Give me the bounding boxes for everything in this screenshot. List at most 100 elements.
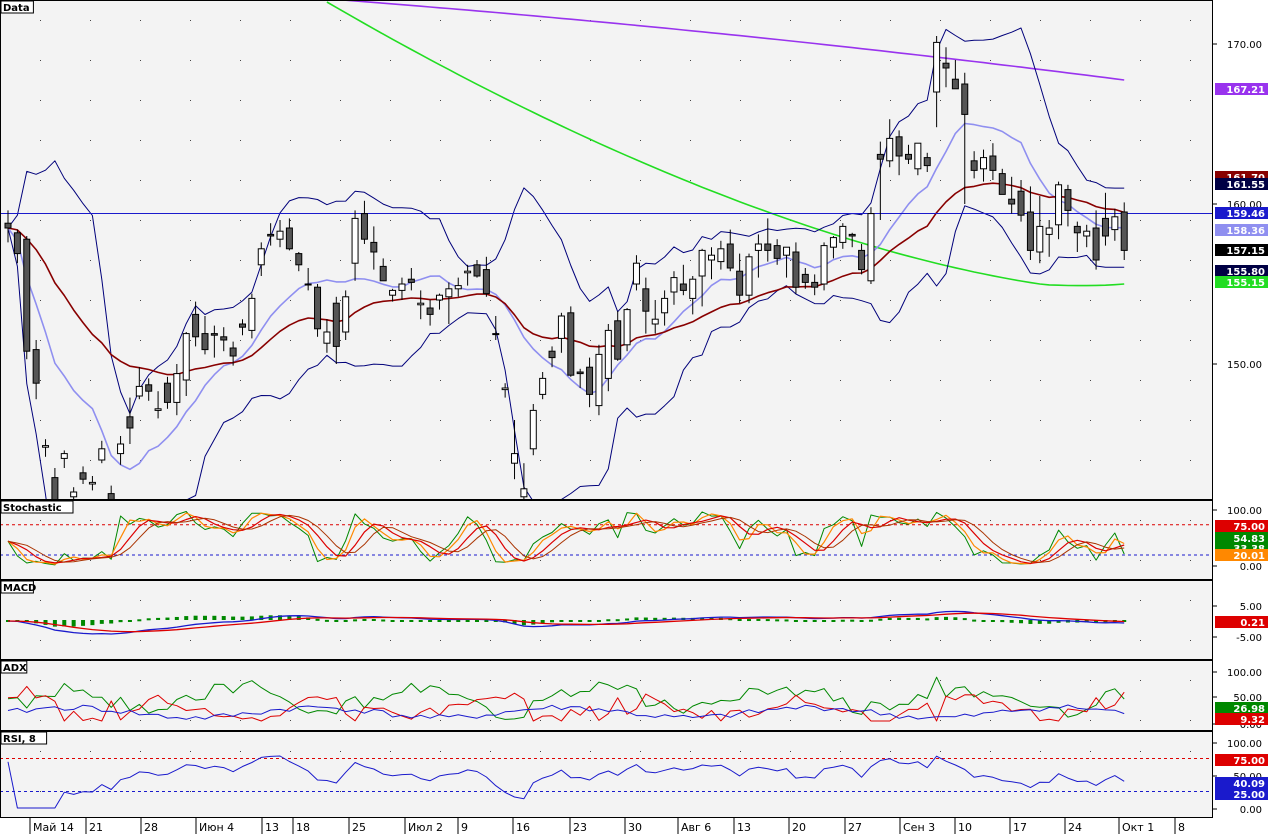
macd-histogram-bar: [418, 620, 423, 622]
price-tag-box: [1215, 178, 1268, 190]
macd-histogram-bar: [822, 620, 827, 622]
macd-histogram-bar: [324, 619, 329, 622]
price-tag: 158.36: [1226, 226, 1265, 237]
macd-histogram-bar: [784, 619, 789, 622]
adx-panel: [7, 676, 1125, 722]
candle: [126, 416, 134, 429]
candle: [173, 373, 181, 403]
candle: [980, 157, 988, 170]
rsi-tag-box: [1215, 788, 1268, 800]
macd-histogram-bar: [897, 617, 902, 620]
candle: [829, 237, 837, 248]
macd-histogram-bar: [868, 619, 873, 622]
candle: [370, 241, 378, 253]
candle: [379, 265, 387, 282]
macd-histogram-bar: [43, 620, 48, 625]
stoch-tag-box: [1215, 520, 1268, 532]
macd-histogram-bar: [184, 616, 189, 620]
candle: [426, 307, 434, 315]
x-tick-label: 8: [1178, 821, 1185, 834]
candle: [79, 472, 87, 480]
macd-histogram-bar: [775, 619, 780, 622]
panel-label-adx: ADX: [3, 663, 27, 674]
macd-histogram-bar: [587, 620, 592, 622]
candle: [154, 408, 162, 411]
candle: [632, 262, 640, 285]
macd-histogram-bar: [156, 617, 161, 620]
x-tick-label: Окт 1: [1122, 821, 1154, 834]
candle: [548, 350, 556, 359]
macd-histogram-bar: [615, 619, 620, 622]
macd-histogram-bar: [887, 617, 892, 620]
price-tag: 155.15: [1226, 278, 1265, 289]
candle: [1055, 184, 1063, 226]
candle: [4, 222, 12, 229]
macd-histogram-bar: [812, 620, 817, 622]
tick-label: 50.00: [1233, 693, 1262, 704]
candle: [886, 137, 894, 162]
price-tag: 159.46: [1226, 209, 1265, 220]
x-tick-label: Июн 4: [199, 821, 234, 834]
candle: [285, 227, 293, 250]
moving-average-short: [7, 182, 1125, 376]
x-tick-label: 10: [958, 821, 972, 834]
x-tick-label: 25: [352, 821, 366, 834]
stoch-tag: 75.00: [1233, 522, 1265, 533]
stoch-k-fast: [7, 511, 1125, 566]
macd-histogram-bar: [409, 620, 414, 622]
candle: [679, 283, 687, 291]
candle: [445, 288, 453, 298]
candle: [1017, 190, 1025, 216]
price-tag: 161.55: [1226, 180, 1265, 191]
macd-histogram-bar: [81, 620, 86, 626]
candle: [661, 297, 669, 314]
candle: [586, 366, 594, 395]
macd-histogram-bar: [906, 617, 911, 620]
macd-tag: 0.21: [1240, 618, 1265, 629]
x-tick-label: 21: [89, 821, 103, 834]
candle: [708, 254, 715, 261]
macd-histogram-bar: [953, 617, 958, 620]
candle: [858, 249, 866, 271]
rsi-tag-box: [1215, 754, 1268, 766]
candle: [820, 245, 828, 285]
candle: [1092, 227, 1100, 261]
candle: [454, 285, 462, 290]
candle: [295, 253, 303, 266]
candle: [745, 256, 753, 296]
macd-histogram-bar: [1028, 620, 1033, 624]
macd-histogram-bar: [259, 615, 264, 620]
candle: [257, 248, 265, 266]
macd-histogram-bar: [1000, 620, 1005, 623]
macd-histogram-bar: [840, 619, 845, 622]
candle: [60, 453, 68, 459]
candle: [276, 230, 284, 240]
tick-label: 100.00: [1227, 668, 1262, 679]
candle: [998, 173, 1006, 195]
tick-label: 0.00: [1240, 562, 1262, 573]
macd-histogram-bar: [1037, 620, 1042, 624]
macd-histogram-bar: [990, 620, 995, 622]
macd-histogram-bar: [653, 617, 658, 620]
bollinger-middle: [7, 122, 1125, 471]
candle: [1036, 225, 1044, 253]
macd-histogram-bar: [643, 617, 648, 620]
tick-label: 0.00: [1240, 805, 1262, 816]
candle: [867, 213, 875, 282]
price-tag-box: [1215, 276, 1268, 288]
macd-histogram-bar: [390, 620, 395, 622]
tick-label: 100.00: [1227, 739, 1262, 750]
macd-histogram-bar: [568, 620, 573, 622]
panel-label-price: Data: [3, 3, 30, 14]
candle: [323, 331, 331, 344]
candle: [473, 264, 481, 277]
candle: [773, 245, 781, 259]
adx-plus-di: [7, 676, 1125, 720]
candle: [492, 333, 500, 336]
tick-label: 5.00: [1240, 602, 1262, 613]
macd-histogram-bar: [512, 620, 517, 624]
macd-histogram-bar: [343, 620, 348, 622]
candle: [557, 315, 565, 339]
macd-histogram-bar: [1047, 620, 1052, 624]
